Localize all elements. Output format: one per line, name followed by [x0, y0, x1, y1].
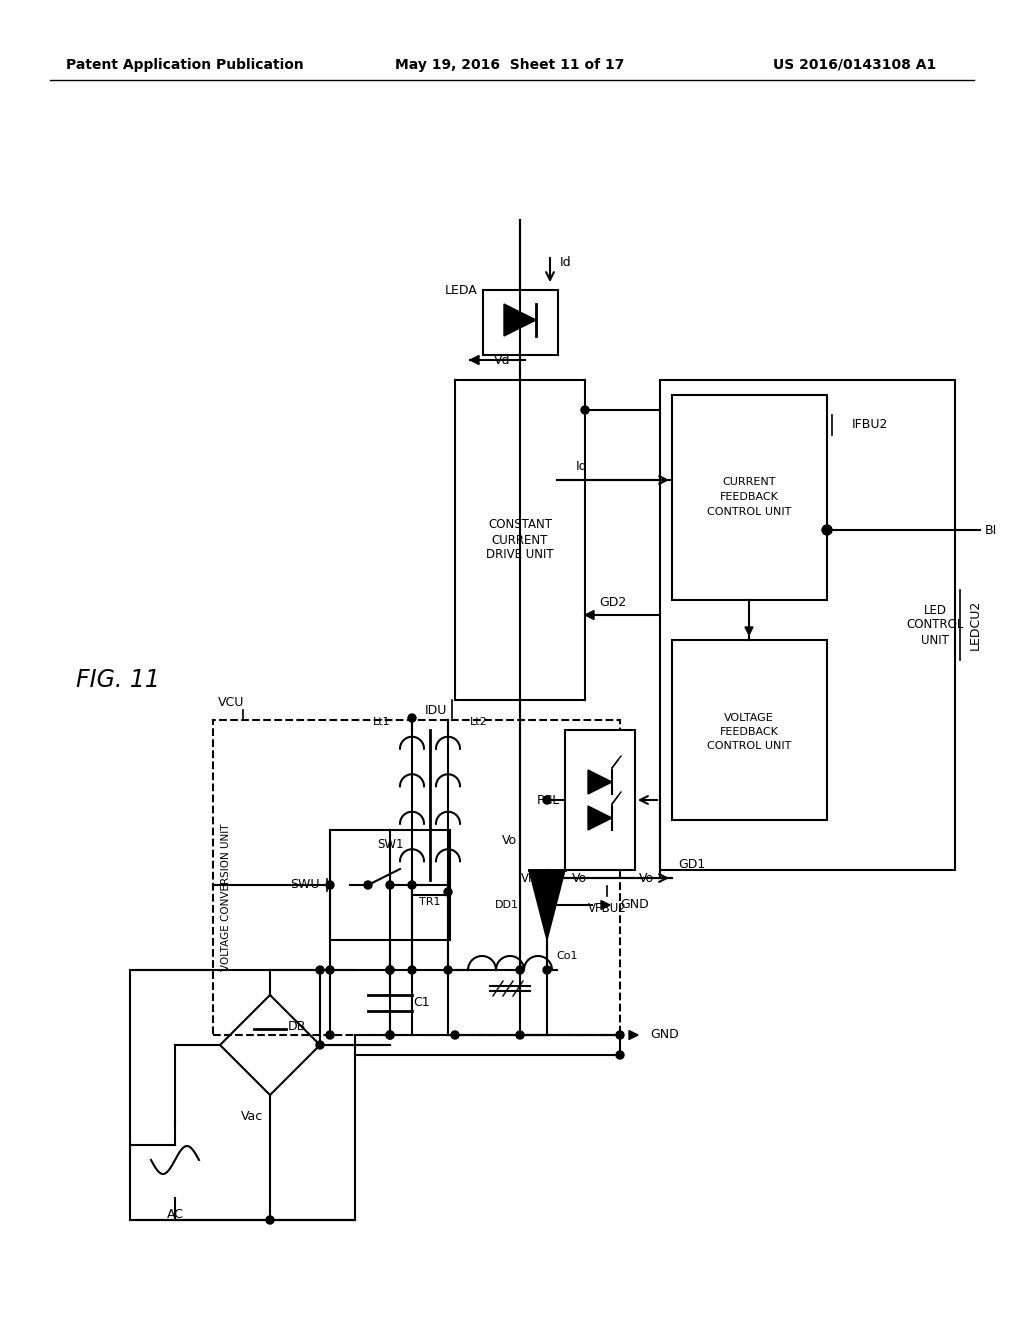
Circle shape [386, 880, 394, 888]
Bar [213, 719, 620, 1035]
Bar [565, 730, 635, 870]
Circle shape [822, 525, 831, 535]
Text: May 19, 2016  Sheet 11 of 17: May 19, 2016 Sheet 11 of 17 [395, 58, 625, 73]
Polygon shape [254, 1030, 286, 1061]
Text: C1: C1 [414, 997, 430, 1008]
Text: Vo: Vo [639, 871, 654, 884]
Text: CONTROL UNIT: CONTROL UNIT [707, 741, 792, 751]
Polygon shape [529, 870, 565, 940]
Circle shape [543, 966, 551, 974]
Text: DRIVE UNIT: DRIVE UNIT [486, 549, 554, 561]
Text: Lt2: Lt2 [470, 717, 487, 727]
Circle shape [386, 966, 394, 974]
Text: IDU: IDU [425, 704, 447, 717]
Text: CONSTANT: CONSTANT [488, 519, 552, 532]
Bar [660, 380, 955, 870]
Text: GND: GND [650, 1028, 679, 1041]
Circle shape [581, 407, 589, 414]
Circle shape [444, 888, 452, 896]
Circle shape [543, 796, 551, 804]
Text: SW1: SW1 [377, 837, 403, 850]
Text: LEDCU2: LEDCU2 [969, 599, 981, 651]
Text: IFBU2: IFBU2 [852, 418, 889, 432]
Circle shape [326, 1031, 334, 1039]
Text: GD2: GD2 [599, 597, 627, 610]
Circle shape [266, 1216, 274, 1224]
Text: Lt1: Lt1 [373, 717, 390, 727]
Text: FIG. 11: FIG. 11 [76, 668, 160, 692]
Bar [455, 380, 585, 700]
Text: GND: GND [620, 899, 649, 912]
Text: Co1: Co1 [556, 950, 578, 961]
Circle shape [316, 1041, 324, 1049]
Circle shape [451, 1031, 459, 1039]
Text: BI: BI [985, 524, 997, 536]
Polygon shape [745, 627, 753, 635]
Text: VFBU2: VFBU2 [588, 902, 627, 915]
Text: DD1: DD1 [495, 900, 519, 909]
Circle shape [326, 880, 334, 888]
Circle shape [408, 714, 416, 722]
Circle shape [364, 880, 372, 888]
Text: CURRENT: CURRENT [722, 477, 776, 487]
Circle shape [386, 966, 394, 974]
Text: Vo: Vo [572, 871, 587, 884]
Text: DB: DB [288, 1020, 306, 1034]
Circle shape [444, 966, 452, 974]
Text: CURRENT: CURRENT [492, 533, 548, 546]
Polygon shape [588, 807, 612, 830]
Polygon shape [588, 770, 612, 795]
Circle shape [408, 966, 416, 974]
Text: VOLTAGE: VOLTAGE [724, 713, 774, 723]
Text: GD1: GD1 [678, 858, 706, 870]
Text: Vd: Vd [494, 354, 510, 367]
Text: VCU: VCU [218, 696, 245, 709]
Text: Id: Id [577, 459, 588, 473]
Text: VFBU2: VFBU2 [521, 871, 560, 884]
Circle shape [516, 966, 524, 974]
Bar [672, 395, 827, 601]
Text: PCL: PCL [537, 793, 560, 807]
Text: SWU: SWU [291, 879, 319, 891]
Polygon shape [504, 304, 536, 337]
Text: Vo: Vo [502, 833, 517, 846]
Bar [330, 830, 450, 940]
Circle shape [543, 874, 551, 882]
Bar [672, 640, 827, 820]
Text: VOLTAGE CONVERSION UNIT: VOLTAGE CONVERSION UNIT [221, 824, 231, 970]
Text: LED
CONTROL
UNIT: LED CONTROL UNIT [906, 603, 964, 647]
Text: TR1: TR1 [419, 898, 440, 907]
Text: FEEDBACK: FEEDBACK [720, 727, 778, 737]
Text: AC: AC [167, 1209, 183, 1221]
Polygon shape [585, 610, 594, 619]
Text: LEDA: LEDA [445, 284, 478, 297]
Circle shape [326, 966, 334, 974]
Text: FEEDBACK: FEEDBACK [720, 492, 778, 502]
Text: US 2016/0143108 A1: US 2016/0143108 A1 [773, 58, 937, 73]
Polygon shape [629, 1031, 638, 1040]
Text: Patent Application Publication: Patent Application Publication [67, 58, 304, 73]
Bar [130, 970, 355, 1220]
Polygon shape [601, 900, 610, 909]
Text: Vac: Vac [241, 1110, 263, 1123]
Circle shape [616, 1031, 624, 1039]
Circle shape [516, 1031, 524, 1039]
Circle shape [316, 966, 324, 974]
Polygon shape [470, 355, 479, 364]
Circle shape [408, 880, 416, 888]
Circle shape [543, 902, 551, 909]
Text: CONTROL UNIT: CONTROL UNIT [707, 507, 792, 517]
Bar [483, 290, 558, 355]
Circle shape [616, 1051, 624, 1059]
Circle shape [386, 1031, 394, 1039]
Text: Id: Id [560, 256, 571, 269]
Circle shape [386, 1031, 394, 1039]
